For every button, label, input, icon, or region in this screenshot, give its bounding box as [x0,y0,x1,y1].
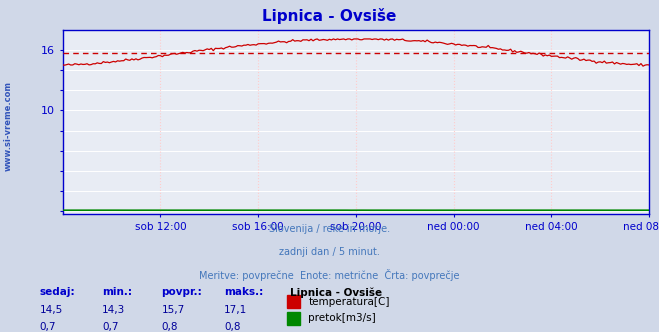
Text: 0,8: 0,8 [161,322,178,332]
Text: maks.:: maks.: [224,287,264,297]
Text: Meritve: povprečne  Enote: metrične  Črta: povprečje: Meritve: povprečne Enote: metrične Črta:… [199,269,460,281]
Text: 14,5: 14,5 [40,305,63,315]
Text: sedaj:: sedaj: [40,287,75,297]
Text: Lipnica - Ovsiše: Lipnica - Ovsiše [262,8,397,24]
Text: 17,1: 17,1 [224,305,247,315]
Text: www.si-vreme.com: www.si-vreme.com [3,81,13,171]
Text: Lipnica - Ovsiše: Lipnica - Ovsiše [290,287,382,298]
Text: temperatura[C]: temperatura[C] [308,297,390,307]
Text: zadnji dan / 5 minut.: zadnji dan / 5 minut. [279,247,380,257]
Text: 0,7: 0,7 [102,322,119,332]
Text: povpr.:: povpr.: [161,287,202,297]
Text: 14,3: 14,3 [102,305,125,315]
Text: pretok[m3/s]: pretok[m3/s] [308,313,376,323]
Text: Slovenija / reke in morje.: Slovenija / reke in morje. [269,224,390,234]
Text: 15,7: 15,7 [161,305,185,315]
Text: 0,8: 0,8 [224,322,241,332]
Text: 0,7: 0,7 [40,322,56,332]
Text: min.:: min.: [102,287,132,297]
